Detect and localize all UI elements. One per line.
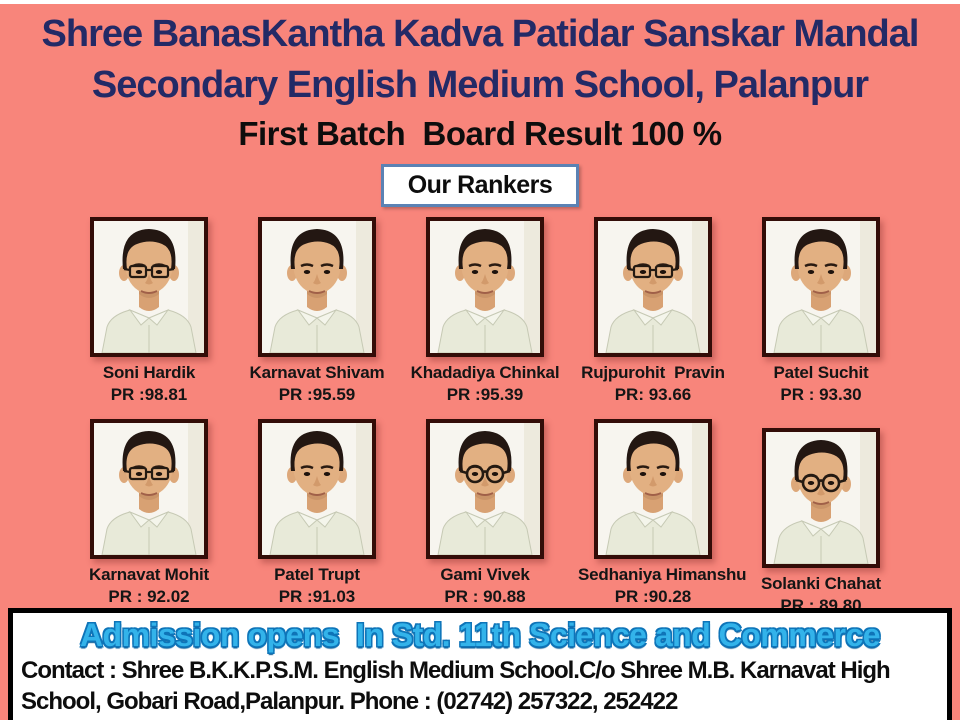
student-pr-score: PR : 92.02 <box>108 587 190 607</box>
rect-glasses-icon <box>123 466 175 481</box>
student-name: Karnavat Mohit <box>89 565 209 585</box>
student-photo <box>258 217 376 358</box>
hair <box>794 229 848 270</box>
student-photo <box>594 217 712 358</box>
student-name: Rujpurohit Pravin <box>581 363 725 383</box>
hair <box>626 229 680 270</box>
hair <box>290 431 344 472</box>
student-card: Rujpurohit Pravin PR: 93.66 <box>578 217 728 405</box>
student-pr-score: PR :90.28 <box>614 587 692 607</box>
student-card: Patel Trupt PR :91.03 <box>242 419 392 607</box>
student-card: Khadadiya Chinkal PR :95.39 <box>410 217 560 405</box>
student-pr-score: PR :95.59 <box>278 385 356 405</box>
hair <box>458 431 512 472</box>
round-glasses-icon <box>795 473 847 493</box>
student-name: Patel Suchit <box>773 363 869 383</box>
student-avatar-illustration <box>430 423 540 556</box>
student-pr-score: PR :98.81 <box>110 385 188 405</box>
student-photo <box>258 419 376 560</box>
rect-glasses-icon <box>627 264 679 279</box>
student-name: Patel Trupt <box>274 565 360 585</box>
admission-footer: Admission opens In Std. 11th Science and… <box>8 608 952 720</box>
hair <box>794 440 848 481</box>
hair <box>290 229 344 270</box>
school-name-title: Shree BanasKantha Kadva Patidar Sanskar … <box>41 13 920 55</box>
student-avatar-illustration <box>766 432 876 565</box>
student-avatar-illustration <box>94 423 204 556</box>
student-pr-score: PR : 93.30 <box>780 385 862 405</box>
student-photo <box>762 428 880 569</box>
round-glasses-icon <box>459 464 511 484</box>
hair <box>458 229 512 270</box>
school-subtitle: Secondary English Medium School, Palanpu… <box>91 63 869 106</box>
contact-info-line1: Contact : Shree B.K.K.P.S.M. English Med… <box>21 657 891 684</box>
contact-info-line2: School, Gobari Road,Palanpur. Phone : (0… <box>21 688 678 716</box>
student-card: Solanki Chahat PR : 89.80 <box>746 428 896 616</box>
hair <box>122 431 176 472</box>
admission-announcement: Admission opens In Std. 11th Science and… <box>79 617 881 653</box>
student-photo <box>90 419 208 560</box>
student-card: Karnavat Mohit PR : 92.02 <box>74 419 224 607</box>
student-photo <box>90 217 208 358</box>
student-photo <box>426 217 544 358</box>
student-name: Khadadiya Chinkal <box>410 363 560 383</box>
student-card: Sedhaniya Himanshu PR :90.28 <box>578 419 747 607</box>
our-rankers-label: Our Rankers <box>407 171 553 200</box>
student-avatar-illustration <box>262 423 372 556</box>
student-photo <box>594 419 712 560</box>
hair <box>122 229 176 270</box>
student-pr-score: PR :95.39 <box>446 385 524 405</box>
student-avatar-illustration <box>766 221 876 354</box>
student-pr-score: PR: 93.66 <box>614 385 692 405</box>
students-row2: Karnavat Mohit PR : 92.02 <box>0 419 960 615</box>
student-card: Gami Vivek PR : 90.88 <box>410 419 560 607</box>
rect-glasses-icon <box>123 264 175 279</box>
student-pr-score: PR :91.03 <box>278 587 356 607</box>
hair <box>626 431 680 472</box>
student-avatar-illustration <box>598 221 708 354</box>
student-card: Patel Suchit PR : 93.30 <box>746 217 896 405</box>
student-card: Karnavat Shivam PR :95.59 <box>242 217 392 405</box>
board-result-line: First Batch Board Result 100 % <box>238 115 722 153</box>
student-photo <box>762 217 880 358</box>
student-card: Soni Hardik PR :98.81 <box>74 217 224 405</box>
student-pr-score: PR : 90.88 <box>444 587 526 607</box>
student-avatar-illustration <box>430 221 540 354</box>
our-rankers-badge: Our Rankers <box>381 164 579 208</box>
student-photo <box>426 419 544 560</box>
student-avatar-illustration <box>598 423 708 556</box>
student-name: Gami Vivek <box>440 565 530 585</box>
student-avatar-illustration <box>94 221 204 354</box>
student-name: Karnavat Shivam <box>249 363 385 383</box>
student-name: Sedhaniya Himanshu <box>578 565 747 585</box>
student-avatar-illustration <box>262 221 372 354</box>
students-row1: Soni Hardik PR :98.81 <box>0 217 960 405</box>
student-name: Solanki Chahat <box>760 574 881 594</box>
student-name: Soni Hardik <box>102 363 196 383</box>
